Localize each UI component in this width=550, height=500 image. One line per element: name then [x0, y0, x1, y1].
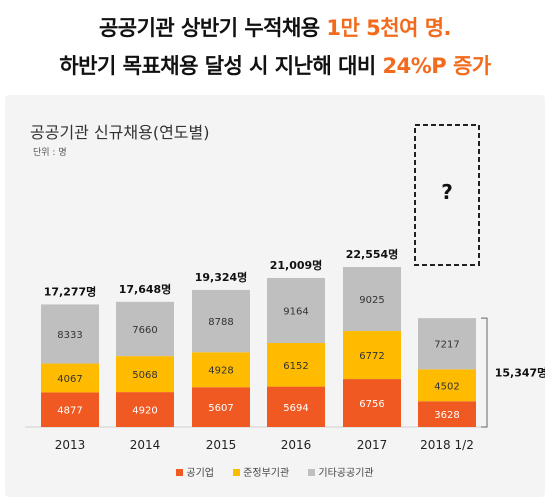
bar-segment	[343, 331, 401, 380]
bar-segment	[343, 267, 401, 332]
bar-value-label: 3628	[434, 410, 459, 421]
bar-total-label: 22,554명	[346, 247, 399, 261]
bar-value-label: 5607	[208, 403, 233, 414]
bar-segment	[418, 401, 476, 427]
bar-value-label: 5068	[132, 370, 157, 381]
stacked-bar-chart: 4877 4067 8333 2013 17,277명 4920 5068 7660 2014 1…	[25, 124, 545, 452]
x-tick-label: 2013	[55, 438, 86, 452]
unknown-value-label: ?	[441, 180, 453, 204]
bar-value-label: 6756	[359, 399, 384, 410]
bar-segment	[267, 386, 325, 427]
bar-value-label: 9025	[359, 295, 384, 306]
legend: 공기업 준정부기관 기타공공기관	[5, 464, 545, 479]
bar-segment	[41, 363, 99, 393]
bar-total-label: 21,009명	[270, 258, 323, 272]
bar-segment	[116, 392, 174, 427]
bar-segment	[116, 356, 174, 393]
bar-segment	[267, 277, 325, 343]
legend-swatch	[233, 469, 241, 476]
x-tick-label: 2017	[357, 438, 388, 452]
half-year-bracket	[481, 317, 488, 428]
bar-value-label: 8333	[57, 330, 82, 341]
chart-panel: 공공기관 신규채용(연도별) 단위 : 명 4877 4067 8333 2013 17…	[5, 95, 545, 497]
bar-value-label: 4928	[208, 366, 233, 377]
projection-dashed-box	[414, 124, 480, 266]
bar-total-label: 17,648명	[119, 282, 172, 296]
legend-item-quasi-gov: 준정부기관	[233, 464, 289, 479]
bar-segment	[41, 304, 99, 364]
x-tick-label: 2018 1/2	[420, 438, 474, 452]
bar-value-label: 6772	[359, 351, 384, 362]
bar-segment	[267, 342, 325, 387]
chart-title: 공공기관 신규채용(연도별)	[30, 123, 210, 142]
bar-segment	[418, 369, 476, 402]
bar-value-label: 7217	[434, 340, 459, 351]
legend-item-other: 기타공공기관	[308, 464, 374, 479]
legend-swatch	[308, 469, 316, 476]
bar-value-label: 5694	[283, 403, 308, 414]
bar-value-label: 4920	[132, 406, 157, 417]
bar-total-label: 19,324명	[195, 270, 248, 284]
x-tick-label: 2015	[206, 438, 237, 452]
bar-segment	[192, 289, 250, 353]
half-year-total-label: 15,347명	[495, 366, 545, 380]
bar-value-label: 9164	[283, 306, 308, 317]
x-tick-label: 2014	[130, 438, 161, 452]
bar-segment	[418, 318, 476, 370]
x-tick-label: 2016	[281, 438, 312, 452]
bar-segment	[192, 352, 250, 388]
bar-value-label: 4877	[57, 406, 82, 417]
bar-total-label: 17,277명	[44, 284, 97, 298]
unit-label: 단위 : 명	[33, 148, 67, 158]
bar-segment	[343, 379, 401, 427]
headline-line-2: 하반기 목표채용 달성 시 지난해 대비 24%P 증가	[59, 54, 491, 78]
bar-segment	[116, 301, 174, 357]
legend-swatch	[176, 469, 184, 476]
bar-value-label: 4502	[434, 381, 459, 392]
bar-value-label: 7660	[132, 325, 157, 336]
bar-value-label: 8788	[208, 317, 233, 328]
bar-segment	[41, 392, 99, 427]
headline-line-1: 공공기관 상반기 누적채용 1만 5천여 명.	[98, 16, 452, 40]
bar-value-label: 6152	[283, 361, 308, 372]
legend-item-public-corp: 공기업	[176, 464, 214, 479]
bar-segment	[192, 387, 250, 427]
bar-value-label: 4067	[57, 374, 82, 385]
